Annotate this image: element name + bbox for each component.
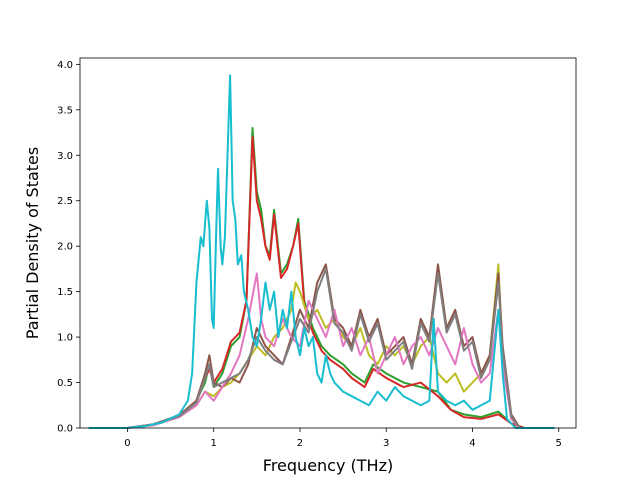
x-tick-label: 5	[556, 438, 562, 449]
series-line-7	[88, 74, 555, 429]
y-axis: 0.0 0.5 1.0 1.5 2.0 2.5 3.0 3.5 4.0	[57, 60, 80, 435]
plot-frame	[79, 57, 577, 429]
y-tick-label: 3.5	[57, 105, 73, 116]
y-tick-label: 1.5	[57, 287, 73, 298]
plot-lines	[88, 74, 555, 429]
y-tick-label: 2.5	[57, 196, 73, 207]
x-axis-label: Frequency (THz)	[263, 456, 393, 475]
x-tick-label: 2	[297, 438, 303, 449]
series-line-4	[88, 263, 555, 429]
x-tick-label: 3	[383, 438, 389, 449]
x-tick-label: 4	[469, 438, 475, 449]
x-tick-label: 1	[211, 438, 217, 449]
y-tick-label: 1.0	[57, 333, 73, 344]
y-tick-label: 4.0	[57, 60, 73, 71]
y-tick-label: 0.5	[57, 378, 73, 389]
y-tick-label: 2.0	[57, 242, 73, 253]
y-axis-label: Partial Density of States	[23, 147, 42, 339]
y-tick-label: 0.0	[57, 424, 73, 435]
series-line-5	[88, 272, 555, 429]
y-tick-label: 3.0	[57, 151, 73, 162]
series-line-3	[88, 263, 555, 429]
x-tick-label: 0	[124, 438, 130, 449]
x-axis: 0 1 2 3 4 5	[124, 428, 562, 449]
series-line-6	[88, 267, 555, 429]
